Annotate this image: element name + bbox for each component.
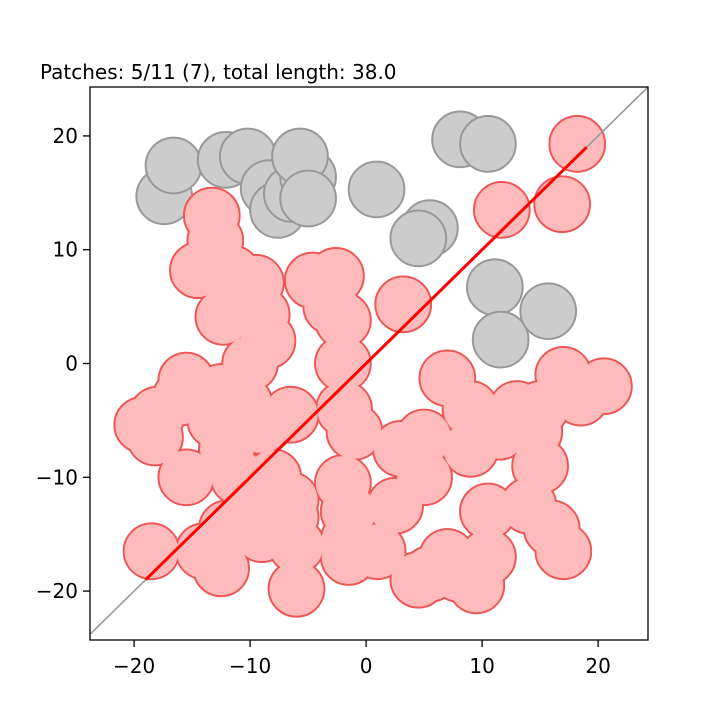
- red-patch-fill: [269, 518, 324, 573]
- red-patch-fill: [159, 450, 214, 505]
- plot-area: [90, 87, 648, 635]
- red-patch-fill: [536, 524, 591, 579]
- red-patch-fill: [461, 530, 515, 584]
- x-axis: −20 −10 0 10 20: [113, 640, 611, 678]
- red-patch-fill: [176, 524, 231, 579]
- red-patch-fill: [474, 183, 529, 237]
- gray-patch-circle: [279, 169, 337, 228]
- x-tick-label: −10: [229, 654, 271, 678]
- y-tick-label: −20: [36, 579, 78, 603]
- red-patch-fill: [128, 410, 182, 465]
- highlight-segment: [144, 146, 588, 581]
- x-tick-label: 10: [469, 654, 494, 678]
- red-patch-fill: [196, 290, 251, 344]
- red-patch-fill: [535, 177, 589, 232]
- gray-patch-circle: [519, 282, 578, 341]
- x-tick-label: 20: [585, 654, 610, 678]
- red-patch-fill: [316, 293, 370, 348]
- red-patch-fill: [420, 530, 475, 584]
- gray-patch-circle: [471, 310, 530, 369]
- red-patch-fill: [263, 387, 318, 442]
- red-patch-fill: [124, 524, 179, 579]
- red-patch-fill: [350, 524, 405, 579]
- red-patch-fill: [327, 404, 382, 459]
- gray-patch-circle: [347, 160, 406, 219]
- gray-patch-circle: [144, 136, 203, 195]
- red-patch-fill: [316, 336, 370, 391]
- red-patch-fill: [513, 382, 567, 436]
- red-patch-fill: [397, 450, 451, 505]
- gray-circle-group: [135, 110, 578, 369]
- red-patch-fill: [461, 484, 515, 539]
- y-tick-label: −10: [36, 465, 78, 489]
- y-tick-label: 20: [53, 124, 78, 148]
- y-axis: −20 −10 0 10 20: [36, 124, 90, 603]
- x-tick-label: −20: [113, 654, 155, 678]
- red-patch-fill: [269, 561, 324, 616]
- gray-patch-circle: [466, 258, 524, 317]
- x-tick-label: 0: [360, 654, 373, 678]
- gray-patch-circle: [459, 115, 517, 173]
- red-patch-fill: [376, 277, 431, 332]
- chart-title: Patches: 5/11 (7), total length: 38.0: [40, 60, 397, 84]
- y-tick-label: 0: [65, 352, 78, 376]
- red-patch-fill: [550, 117, 605, 171]
- red-patch-fill: [397, 410, 451, 465]
- red-circle-group: [113, 115, 633, 618]
- gray-patch-circle: [389, 209, 448, 268]
- red-patch-fill: [577, 359, 631, 414]
- y-tick-label: 10: [53, 238, 78, 262]
